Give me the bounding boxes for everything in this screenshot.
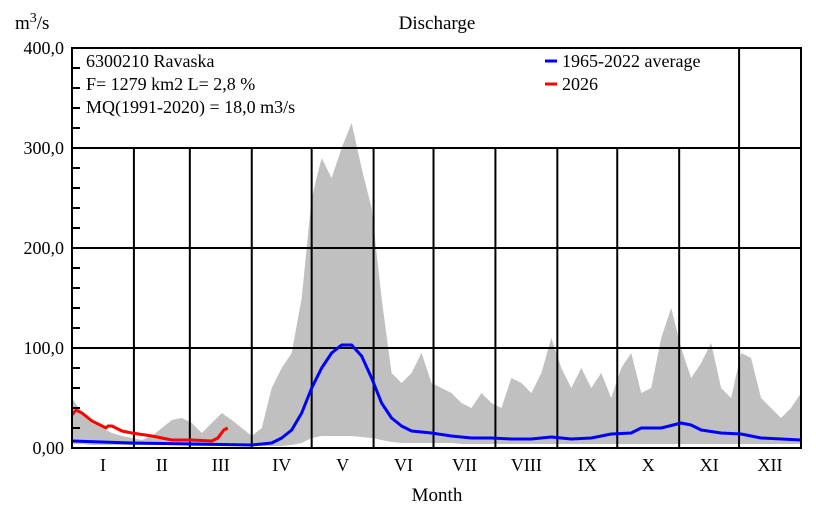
legend-label-average: 1965-2022 average [562,51,700,71]
month-label: III [212,455,230,475]
month-label: II [156,455,168,475]
y-tick-label: 0,00 [33,438,65,458]
legend: 1965-2022 average 2026 [545,51,700,94]
month-label: VII [452,455,477,475]
chart-title: Discharge [399,13,476,34]
average-line [71,343,802,447]
month-label: VI [394,455,413,475]
month-label: I [100,455,106,475]
month-label: IX [578,455,597,475]
current-year-line [70,408,229,443]
month-label: V [336,455,349,475]
min-max-range-band [72,123,801,446]
legend-label-2026: 2026 [562,74,598,94]
y-tick-label: 400,0 [24,38,65,58]
month-label: X [642,455,655,475]
x-axis-label: Month [412,485,463,506]
y-tick-label: 200,0 [24,238,65,258]
info-mq: MQ(1991-2020) = 18,0 m3/s [86,97,295,118]
plot-frame [71,47,802,449]
month-label: VIII [511,455,542,475]
month-label: XII [758,455,783,475]
y-axis-unit: m3/s [15,11,49,34]
y-tick-label: 300,0 [24,138,65,158]
y-tick-label: 100,0 [24,338,65,358]
month-label: XI [700,455,719,475]
month-label: IV [272,455,291,475]
info-area: F= 1279 km2 L= 2,8 % [86,74,255,94]
info-station: 6300210 Ravaska [86,51,214,71]
